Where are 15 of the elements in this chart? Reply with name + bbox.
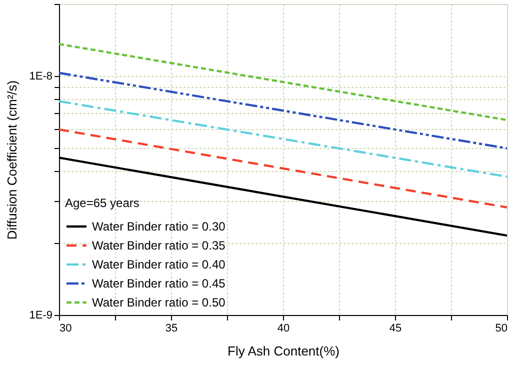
x-axis-title: Fly Ash Content(%) [228, 344, 340, 358]
legend-label: Water Binder ratio = 0.45 [92, 276, 226, 290]
x-tick-label: 45 [389, 322, 402, 334]
y-tick-label: 1E-9 [29, 310, 52, 322]
legend-label: Water Binder ratio = 0.35 [92, 238, 226, 252]
legend-title: Age=65 years [65, 196, 140, 210]
x-tick-label: 30 [60, 322, 72, 334]
x-tick-label: 40 [277, 322, 290, 334]
x-tick-label: 50 [495, 322, 508, 334]
legend-label: Water Binder ratio = 0.40 [92, 258, 226, 272]
y-tick-label: 1E-8 [29, 70, 52, 82]
x-tick-label: 35 [165, 322, 178, 334]
legend-label: Water Binder ratio = 0.30 [92, 220, 226, 234]
legend-label: Water Binder ratio = 0.50 [92, 296, 226, 310]
y-axis-title: Diffusion Coefficient (cm²/s) [4, 80, 20, 240]
